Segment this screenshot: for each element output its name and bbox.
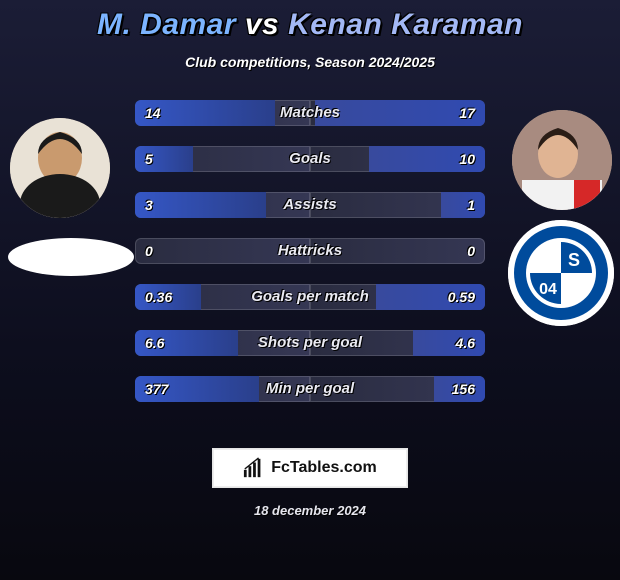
date-label: 18 december 2024 bbox=[0, 503, 620, 518]
value-left: 0 bbox=[135, 238, 163, 264]
value-left: 3 bbox=[135, 192, 163, 218]
value-left: 0.36 bbox=[135, 284, 182, 310]
title-vs: vs bbox=[245, 8, 279, 41]
player-1-club-crest bbox=[8, 238, 134, 276]
stat-row-goals: 510Goals bbox=[135, 146, 485, 172]
schalke-crest-icon: S 04 bbox=[508, 220, 614, 326]
player-2-club-crest: S 04 bbox=[508, 220, 614, 326]
person-icon bbox=[10, 118, 110, 218]
stat-row-gpm: 0.360.59Goals per match bbox=[135, 284, 485, 310]
person-icon bbox=[512, 110, 612, 210]
stat-row-spg: 6.64.6Shots per goal bbox=[135, 330, 485, 356]
stat-row-hattricks: 00Hattricks bbox=[135, 238, 485, 264]
player-2-avatar bbox=[512, 110, 612, 210]
value-right: 0 bbox=[457, 238, 485, 264]
comparison-title: M. Damar vs Kenan Karaman bbox=[0, 0, 620, 42]
player-1-avatar bbox=[10, 118, 110, 218]
value-left: 14 bbox=[135, 100, 171, 126]
stat-bars: 1417Matches510Goals31Assists00Hattricks0… bbox=[135, 100, 485, 402]
value-left: 6.6 bbox=[135, 330, 174, 356]
value-right: 4.6 bbox=[446, 330, 485, 356]
value-right: 0.59 bbox=[438, 284, 485, 310]
comparison-stage: S 04 1417Matches510Goals31Assists00Hattr… bbox=[0, 100, 620, 402]
branding-badge: FcTables.com bbox=[212, 448, 408, 488]
player-1-name: M. Damar bbox=[97, 8, 236, 41]
value-left: 377 bbox=[135, 376, 178, 402]
stat-row-mpg: 377156Min per goal bbox=[135, 376, 485, 402]
subtitle: Club competitions, Season 2024/2025 bbox=[0, 54, 620, 70]
value-left: 5 bbox=[135, 146, 163, 172]
fctables-logo-icon bbox=[243, 457, 265, 479]
svg-text:S: S bbox=[568, 250, 580, 270]
value-right: 17 bbox=[449, 100, 485, 126]
svg-text:04: 04 bbox=[539, 281, 557, 298]
value-right: 156 bbox=[442, 376, 485, 402]
stat-row-matches: 1417Matches bbox=[135, 100, 485, 126]
stat-row-assists: 31Assists bbox=[135, 192, 485, 218]
value-right: 10 bbox=[449, 146, 485, 172]
branding-text: FcTables.com bbox=[271, 459, 377, 477]
player-2-name: Kenan Karaman bbox=[288, 8, 523, 41]
value-right: 1 bbox=[457, 192, 485, 218]
